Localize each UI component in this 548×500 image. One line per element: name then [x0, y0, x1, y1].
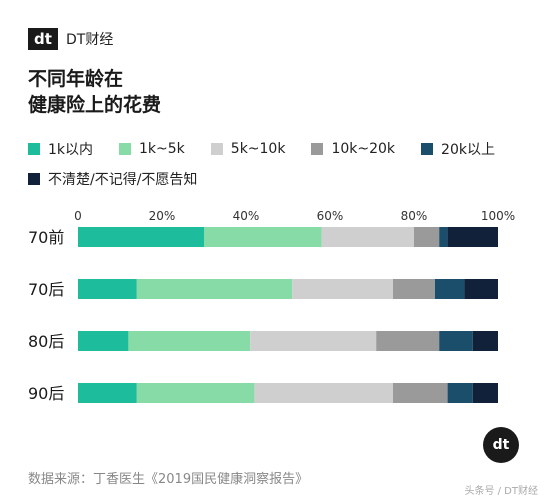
legend-item-6: 不清楚/不记得/不愿告知: [28, 170, 197, 188]
legend-swatch-3: [210, 143, 223, 155]
x-tick-label: 100%: [481, 209, 515, 223]
bar-segment: [393, 383, 448, 403]
bar-segment: [204, 227, 322, 247]
legend-swatch-4: [311, 143, 324, 155]
x-tick-label: 0: [74, 209, 82, 223]
bar-segment: [447, 227, 498, 247]
legend-label-2: 1k~5k: [139, 141, 185, 157]
chart-title: 不同年龄在 健康险上的花费: [28, 66, 161, 118]
legend-label-6: 不清楚/不记得/不愿告知: [48, 172, 198, 188]
category-label: 90后: [28, 384, 64, 403]
legend: 1k以内 1k~5k 5k~10k 10k~20k 20k以上 不清楚/不记得/…: [28, 140, 528, 188]
corner-watermark-text: 头条号 / DT财经: [464, 486, 538, 497]
source-note: 数据来源：丁香医生《2019国民健康洞察报告》: [28, 472, 309, 487]
bar-segment: [136, 383, 255, 403]
legend-swatch-2: [119, 143, 132, 155]
x-tick-label: 60%: [317, 209, 344, 223]
bar-segment: [439, 227, 448, 247]
bar-segment: [250, 331, 377, 351]
legend-label-1: 1k以内: [48, 142, 94, 158]
legend-item-3: 5k~10k: [210, 140, 286, 158]
chart-title-line-1: 不同年龄在: [28, 68, 124, 90]
bar-segment: [292, 279, 393, 299]
bar-segment: [78, 227, 204, 247]
bar-segment: [78, 383, 137, 403]
bar-segment: [472, 331, 498, 351]
bar-segment: [321, 227, 414, 247]
bar-segment: [136, 279, 293, 299]
legend-swatch-5: [421, 143, 434, 155]
bar-segment: [78, 279, 137, 299]
bar-segment: [472, 383, 498, 403]
x-tick-label: 20%: [149, 209, 176, 223]
corner-logo: dt: [483, 427, 519, 463]
category-label: 80后: [28, 332, 64, 351]
bar-segment: [447, 383, 473, 403]
bar-segment: [414, 227, 440, 247]
bar-segment: [393, 279, 435, 299]
bar-segment: [464, 279, 498, 299]
legend-label-3: 5k~10k: [230, 141, 286, 157]
bar-segment: [254, 383, 393, 403]
brand-name: DT财经: [66, 32, 114, 48]
category-label: 70前: [28, 228, 64, 247]
x-tick-label: 80%: [401, 209, 428, 223]
legend-label-5: 20k以上: [441, 142, 495, 158]
legend-item-4: 10k~20k: [311, 140, 395, 158]
legend-label-4: 10k~20k: [331, 141, 396, 157]
bar-segment: [376, 331, 440, 351]
brand: dt DT财经: [28, 28, 113, 50]
brand-logo: dt: [28, 28, 58, 50]
legend-swatch-6: [28, 173, 40, 185]
legend-item-5: 20k以上: [421, 140, 495, 158]
x-tick-label: 40%: [233, 209, 260, 223]
legend-swatch-1: [28, 143, 40, 155]
stacked-bar-chart: 0 20% 40% 60% 80% 100% 70前 70后 80后 90后: [28, 209, 515, 403]
legend-item-2: 1k~5k: [119, 140, 185, 158]
chart-title-line-2: 健康险上的花费: [28, 94, 162, 116]
bar-segment: [78, 331, 129, 351]
bar-segment: [128, 331, 251, 351]
category-label: 70后: [28, 280, 64, 299]
bar-segment: [439, 331, 473, 351]
legend-item-1: 1k以内: [28, 140, 93, 158]
bar-segment: [435, 279, 465, 299]
